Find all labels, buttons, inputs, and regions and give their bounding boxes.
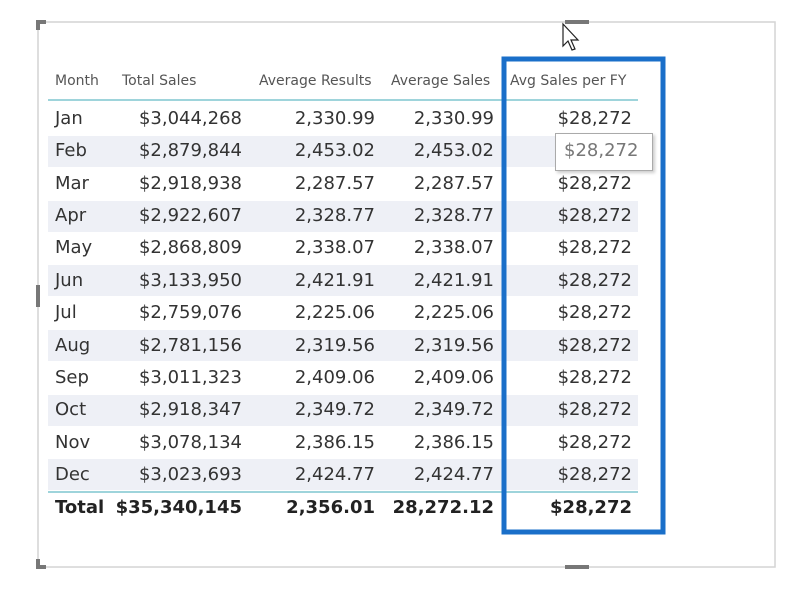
cursor	[562, 22, 580, 51]
table-cell: 2,225.06	[294, 302, 375, 324]
table-cell: 2,386.15	[413, 431, 494, 453]
table-cell: Jan	[55, 108, 83, 129]
table-cell: 2,424.77	[413, 463, 494, 485]
table-cell: 2,287.57	[294, 172, 375, 194]
row-band	[48, 265, 638, 297]
row-band	[48, 459, 638, 491]
table-cell: Mar	[55, 172, 89, 194]
table-cell: 2,338.07	[413, 237, 494, 259]
table-cell: $28,272	[557, 205, 632, 227]
table-cell: 2,421.91	[294, 269, 375, 291]
table-cell: 2,287.57	[413, 172, 494, 194]
table-cell: 2,319.56	[413, 334, 494, 356]
table-cell: Dec	[55, 463, 90, 485]
table-cell: 2,409.06	[294, 366, 375, 388]
table-cell: $28,272	[557, 302, 632, 324]
table-cell: $28,272	[557, 399, 632, 421]
table-cell: Apr	[55, 205, 87, 227]
column-header: Total Sales	[122, 73, 197, 89]
table-cell: $2,879,844	[138, 140, 242, 162]
tooltip-text: $28,272	[564, 140, 639, 161]
table-cell: $2,922,607	[138, 205, 242, 227]
table-cell: Sep	[55, 366, 89, 388]
table-cell: $28,272	[557, 108, 632, 129]
table-cell: Jun	[55, 269, 84, 291]
table-cell: Nov	[55, 431, 91, 453]
table-cell: Jul	[55, 302, 77, 324]
total-cell: Total	[55, 497, 105, 518]
total-cell: 28,272.12	[392, 497, 494, 518]
table-cell: 2,349.72	[413, 399, 494, 421]
table-cell: $2,868,809	[138, 237, 242, 259]
tooltip: $28,272	[555, 133, 653, 171]
table-cell: $28,272	[557, 237, 632, 259]
total-cell: $28,272	[550, 497, 632, 518]
table-cell: 2,349.72	[294, 399, 375, 421]
highlight-box	[501, 56, 666, 535]
column-header: Month	[55, 73, 99, 89]
table-cell: 2,338.07	[294, 237, 375, 259]
table-cell: $3,023,693	[138, 463, 242, 485]
column-header: Average Sales	[391, 73, 491, 89]
table-cell: Oct	[55, 399, 87, 421]
table-cell: $28,272	[557, 366, 632, 388]
table-cell: 2,328.77	[294, 205, 375, 227]
table-cell: $28,272	[557, 431, 632, 453]
table-cell: 2,330.99	[294, 108, 375, 129]
table-cell: 2,386.15	[294, 431, 375, 453]
table-cell: $3,011,323	[138, 366, 242, 388]
table-cell: 2,328.77	[413, 205, 494, 227]
table-cell: 2,453.02	[413, 140, 494, 162]
row-band	[48, 135, 638, 167]
row-band	[48, 200, 638, 232]
table-cell: $2,918,938	[138, 172, 242, 194]
column-header: Average Results	[259, 73, 372, 89]
total-cell: $35,340,145	[115, 497, 242, 518]
table-cell: 2,424.77	[294, 463, 375, 485]
table-cell: 2,409.06	[413, 366, 494, 388]
table-cell: $3,078,134	[138, 431, 242, 453]
table-cell: $3,044,268	[138, 108, 242, 129]
table-cell: $2,781,156	[138, 334, 242, 356]
total-cell: 2,356.01	[286, 497, 375, 518]
table-cell: $2,918,347	[138, 399, 242, 421]
table-cell: $28,272	[557, 463, 632, 485]
table-cell: $3,133,950	[138, 269, 242, 291]
row-band	[48, 394, 638, 426]
table-cell: 2,330.99	[413, 108, 494, 129]
table-cell: Feb	[55, 140, 87, 162]
table-cell: Aug	[55, 334, 91, 356]
column-header: Avg Sales per FY	[510, 73, 627, 89]
row-band	[48, 330, 638, 362]
table-cell: 2,421.91	[413, 269, 494, 291]
table-cell: $28,272	[557, 269, 632, 291]
table-cell: $28,272	[557, 334, 632, 356]
table-cell: May	[55, 237, 93, 259]
table-cell: $2,759,076	[138, 302, 242, 324]
table-cell: 2,225.06	[413, 302, 494, 324]
table-cell: $28,272	[557, 172, 632, 194]
table-cell: 2,319.56	[294, 334, 375, 356]
table-cell: 2,453.02	[294, 140, 375, 162]
